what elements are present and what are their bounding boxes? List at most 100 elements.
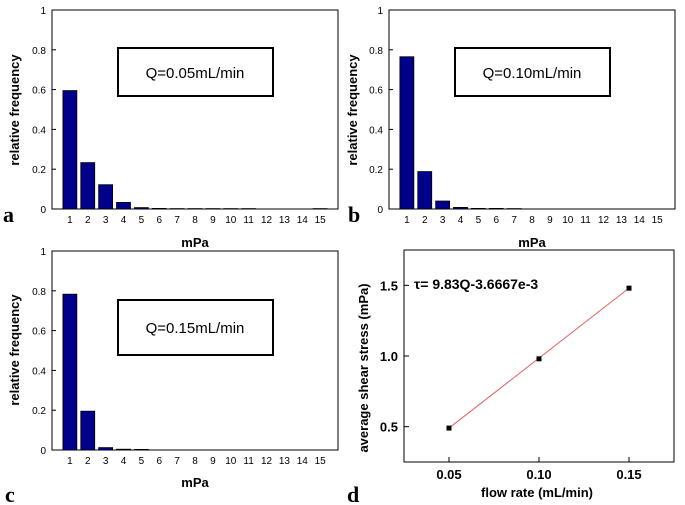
panel-c-ytick-label: 0.6 xyxy=(32,327,46,338)
panel-a-xtick-label: 11 xyxy=(243,215,254,226)
panel-d-point xyxy=(536,356,542,362)
panel-b-xtick-label: 14 xyxy=(634,215,646,226)
panel-b-bar xyxy=(488,207,504,210)
panel-d-equation: τ= 9.83Q-3.6667e-3 xyxy=(414,276,538,292)
panel-b-xtick-label: 5 xyxy=(476,215,482,226)
panel-c-ytick-label: 0.2 xyxy=(32,406,46,417)
panel-a-xtick-label: 7 xyxy=(174,215,180,226)
panel-c-xtick-label: 14 xyxy=(297,456,309,467)
panel-a-xtick-label: 12 xyxy=(261,215,273,226)
panel-c-bars xyxy=(62,293,149,451)
panel-c-ytick-label: 0.4 xyxy=(32,366,46,377)
panel-c-bar xyxy=(62,293,78,451)
panel-c-xtick-label: 15 xyxy=(315,456,327,467)
panel-a-annotation-box xyxy=(117,47,274,97)
panel-c-xtick-label: 3 xyxy=(103,456,109,467)
panel-a-ytick-label: 0.6 xyxy=(32,86,46,97)
panel-a-ytick-label: 0 xyxy=(40,205,46,216)
panel-d-point xyxy=(626,285,632,291)
panel-a-xtick-label: 4 xyxy=(121,215,127,226)
panel-b-xtick-label: 7 xyxy=(511,215,517,226)
panel-b-ytick-label: 0.4 xyxy=(369,125,383,136)
panel-a-ytick-label: 1 xyxy=(40,6,46,17)
panel-b-ylabel: relative frequency xyxy=(345,54,360,166)
panel-a-xtick-label: 2 xyxy=(85,215,91,226)
panel-c-xtick-label: 11 xyxy=(243,456,254,467)
panel-c-xtick-label: 10 xyxy=(225,456,237,467)
panel-c-xtick-label: 7 xyxy=(174,456,180,467)
panel-b-ytick-label: 0.8 xyxy=(369,46,383,57)
panel-b-xlabel: mPa xyxy=(518,235,546,250)
panel-b-xtick-label: 9 xyxy=(547,215,553,226)
panel-d-xtick-label: 0.05 xyxy=(436,467,461,482)
panel-c-annotation: Q=0.15mL/min xyxy=(146,320,245,337)
panel-a-bar xyxy=(80,162,96,210)
panel-c-xtick-label: 9 xyxy=(210,456,216,467)
panel-c-xtick-label: 8 xyxy=(192,456,198,467)
panel-a-bar xyxy=(133,207,149,210)
panel-b-ytick-label: 0.6 xyxy=(369,86,383,97)
panel-b-xtick-label: 2 xyxy=(422,215,428,226)
panel-a-bars xyxy=(62,90,328,210)
panel-c-bar xyxy=(98,447,113,451)
panel-d: 0.05 0.10 0.15 0.5 1.0 1.5 τ= 9.83Q-3.6667e-3… xyxy=(347,249,675,505)
panel-a-xtick-label: 6 xyxy=(156,215,162,226)
panel-d-ticks: 0.05 0.10 0.15 0.5 1.0 1.5 xyxy=(380,278,642,482)
panel-b-ytick-label: 1 xyxy=(377,6,383,17)
panel-b-xtick-label: 4 xyxy=(458,215,464,226)
panel-b-xtick-label: 15 xyxy=(652,215,664,226)
panel-b-bar xyxy=(435,200,450,210)
panel-a-letter: a xyxy=(3,202,14,227)
panel-d-xtick-label: 0.10 xyxy=(526,467,551,482)
panel-c-bar xyxy=(116,448,131,451)
panel-b-annotation: Q=0.10mL/min xyxy=(483,65,582,82)
panel-a-xtick-label: 9 xyxy=(210,215,216,226)
panel-c-xlabel: mPa xyxy=(181,475,209,490)
panel-b-axes-frame xyxy=(388,9,676,210)
panel-c-xtick-label: 5 xyxy=(139,456,145,467)
panel-a-xlabel: mPa xyxy=(181,235,209,250)
panel-a-ytick-label: 0.4 xyxy=(32,125,46,136)
panel-a-bar xyxy=(62,90,78,210)
panel-a-xtick-label: 14 xyxy=(297,215,309,226)
panel-c-axes-frame xyxy=(51,250,339,451)
panel-d-ytick-label: 1.0 xyxy=(380,349,398,364)
panel-c-xtick-label: 2 xyxy=(85,456,91,467)
panel-a-bar xyxy=(116,202,131,210)
panel-d-ytick-label: 1.5 xyxy=(380,278,398,293)
panel-b-xtick-label: 6 xyxy=(493,215,499,226)
panel-c-bar xyxy=(133,448,149,451)
panel-d-ytick-label: 0.5 xyxy=(380,420,398,435)
panel-d-letter: d xyxy=(347,482,359,505)
panel-a-ylabel: relative frequency xyxy=(7,54,22,166)
panel-a-xtick-label: 10 xyxy=(225,215,237,226)
panel-a-xtick-label: 13 xyxy=(279,215,291,226)
panel-c-xtick-label: 1 xyxy=(67,456,73,467)
panel-b-ytick-label: 0.2 xyxy=(369,165,383,176)
panel-a-bar xyxy=(98,184,113,210)
panel-b-ytick-label: 0 xyxy=(377,205,383,216)
panel-c-ytick-label: 0 xyxy=(40,446,46,457)
panel-c-xtick-label: 13 xyxy=(279,456,291,467)
panel-d-ylabel: average shear stress (mPa) xyxy=(356,283,371,452)
panel-a-bar xyxy=(151,207,167,210)
panel-b-xtick-label: 11 xyxy=(580,215,591,226)
panel-b-xtick-label: 8 xyxy=(529,215,535,226)
panel-d-xlabel: flow rate (mL/min) xyxy=(481,485,593,500)
panel-a-ytick-label: 0.2 xyxy=(32,165,46,176)
panel-c-xtick-label: 6 xyxy=(156,456,162,467)
panel-b-bars xyxy=(399,56,522,210)
panel-b-bar xyxy=(453,207,468,210)
panel-c-xtick-label: 4 xyxy=(121,456,127,467)
panel-b-letter: b xyxy=(348,202,360,227)
panel-c-letter: c xyxy=(5,482,15,505)
panel-a-annotation: Q=0.05mL/min xyxy=(146,65,245,82)
panel-c-ytick-label: 0.8 xyxy=(32,287,46,298)
panel-d-points xyxy=(446,285,632,431)
panel-b-xtick-label: 12 xyxy=(598,215,610,226)
